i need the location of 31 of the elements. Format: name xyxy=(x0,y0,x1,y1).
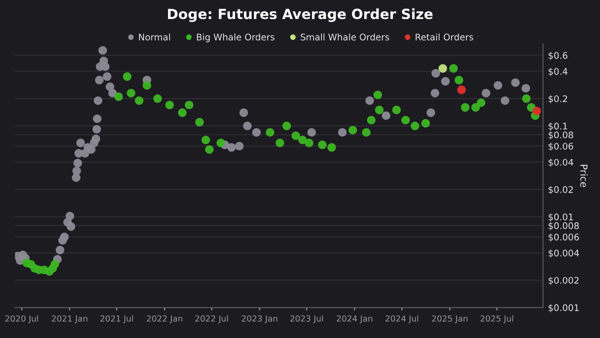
x-tick-label: 2024 Jan xyxy=(336,315,372,324)
y-tick-label: $0.004 xyxy=(548,249,579,258)
x-tick-label: 2020 Jul xyxy=(5,315,38,324)
x-tick-label: 2023 Jul xyxy=(290,315,323,324)
x-tick-label: 2021 Jul xyxy=(100,315,133,324)
y-tick-label: $0.08 xyxy=(548,131,574,140)
legend-label: Retail Orders xyxy=(416,33,474,40)
x-tick-label: 2021 Jan xyxy=(52,315,88,324)
x-tick-label: 2022 Jan xyxy=(146,315,182,324)
y-tick-label: $0.02 xyxy=(548,186,573,194)
y-tick-label: $0.06 xyxy=(548,142,574,151)
x-tick-label: 2022 Jul xyxy=(195,315,228,324)
y-tick-label: $0.002 xyxy=(548,276,579,285)
y-tick-label: $0.001 xyxy=(548,304,579,312)
legend-label: Small Whale Orders xyxy=(300,33,390,40)
x-tick-label: 2024 Jul xyxy=(386,315,418,324)
y-tick-label: $0.2 xyxy=(548,95,568,104)
y-axis-title: Price xyxy=(580,164,588,188)
y-tick-label: $0.008 xyxy=(548,222,579,230)
x-tick-label: 2025 Jul xyxy=(480,315,514,324)
x-tick-label: 2023 Jan xyxy=(242,315,278,324)
y-tick-label: $0.04 xyxy=(548,158,574,167)
legend-label: Big Whale Orders xyxy=(196,33,274,42)
y-tick-label: $0.6 xyxy=(548,52,568,60)
y-tick-label: $0.1 xyxy=(548,122,568,131)
y-tick-label: $0.4 xyxy=(548,68,568,76)
x-tick-label: 2025 Jan xyxy=(432,315,468,324)
chart-title: Doge: Futures Average Order Size xyxy=(168,8,433,22)
y-tick-label: $0.01 xyxy=(548,213,573,222)
y-tick-label: $0.006 xyxy=(548,233,579,242)
legend-label: Normal xyxy=(139,33,170,40)
